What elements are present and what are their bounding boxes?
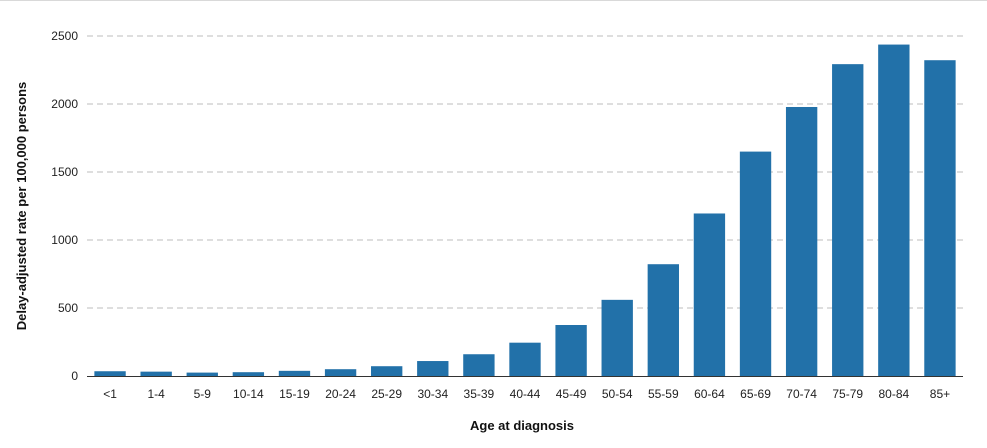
x-tick-label: 60-64	[694, 387, 725, 401]
x-tick-label: 35-39	[464, 387, 495, 401]
bar	[140, 371, 172, 376]
bar	[278, 370, 311, 376]
y-tick-label: 1000	[51, 233, 78, 247]
x-tick-label: 70-74	[786, 387, 817, 401]
x-tick-label: 15-19	[279, 387, 310, 401]
bar	[417, 361, 449, 376]
grid-layer	[87, 35, 963, 309]
y-tick-label: 0	[71, 369, 78, 383]
bar	[739, 151, 772, 376]
bar	[647, 264, 679, 376]
top-border	[0, 0, 987, 1]
bar	[94, 371, 126, 376]
bar	[924, 60, 956, 376]
bar	[785, 106, 818, 376]
bar	[371, 366, 403, 376]
x-tick-label: 20-24	[325, 387, 356, 401]
x-tick-label: 55-59	[648, 387, 679, 401]
x-tick-label: 30-34	[417, 387, 448, 401]
x-tick-label: 5-9	[194, 387, 212, 401]
y-tick-label: 2500	[51, 29, 78, 43]
bar	[232, 372, 265, 376]
bar	[693, 213, 726, 376]
bar	[601, 299, 633, 376]
x-tick-label: 80-84	[878, 387, 909, 401]
y-tick-label: 1500	[51, 165, 78, 179]
bar	[832, 64, 864, 376]
x-tick-label: 65-69	[740, 387, 771, 401]
x-tick-label: 25-29	[371, 387, 402, 401]
x-tick-label: <1	[103, 387, 117, 401]
bar	[324, 369, 357, 376]
bar	[509, 342, 541, 376]
x-tick-label: 75-79	[832, 387, 863, 401]
x-tick-label: 1-4	[147, 387, 165, 401]
x-tick-label: 50-54	[602, 387, 633, 401]
y-tick-label: 2000	[51, 97, 78, 111]
x-tick-label: 10-14	[233, 387, 264, 401]
x-tick-label: 40-44	[510, 387, 541, 401]
bar	[186, 372, 218, 376]
x-tick-label: 85+	[930, 387, 950, 401]
x-tick-label: 45-49	[556, 387, 587, 401]
y-axis-title: Delay-adjusted rate per 100,000 persons	[14, 82, 29, 331]
x-axis-title: Age at diagnosis	[470, 418, 574, 433]
y-tick-labels: 0 500 1000 1500 2000 2500	[51, 29, 78, 383]
bar	[463, 354, 495, 376]
bar	[555, 325, 587, 376]
x-tick-labels: <1 1-4 5-9 10-14 15-19 20-24 25-29 30-34 35-39 40…	[103, 387, 950, 401]
bars-layer	[94, 44, 956, 377]
y-tick-label: 500	[58, 301, 78, 315]
bar	[878, 44, 910, 377]
